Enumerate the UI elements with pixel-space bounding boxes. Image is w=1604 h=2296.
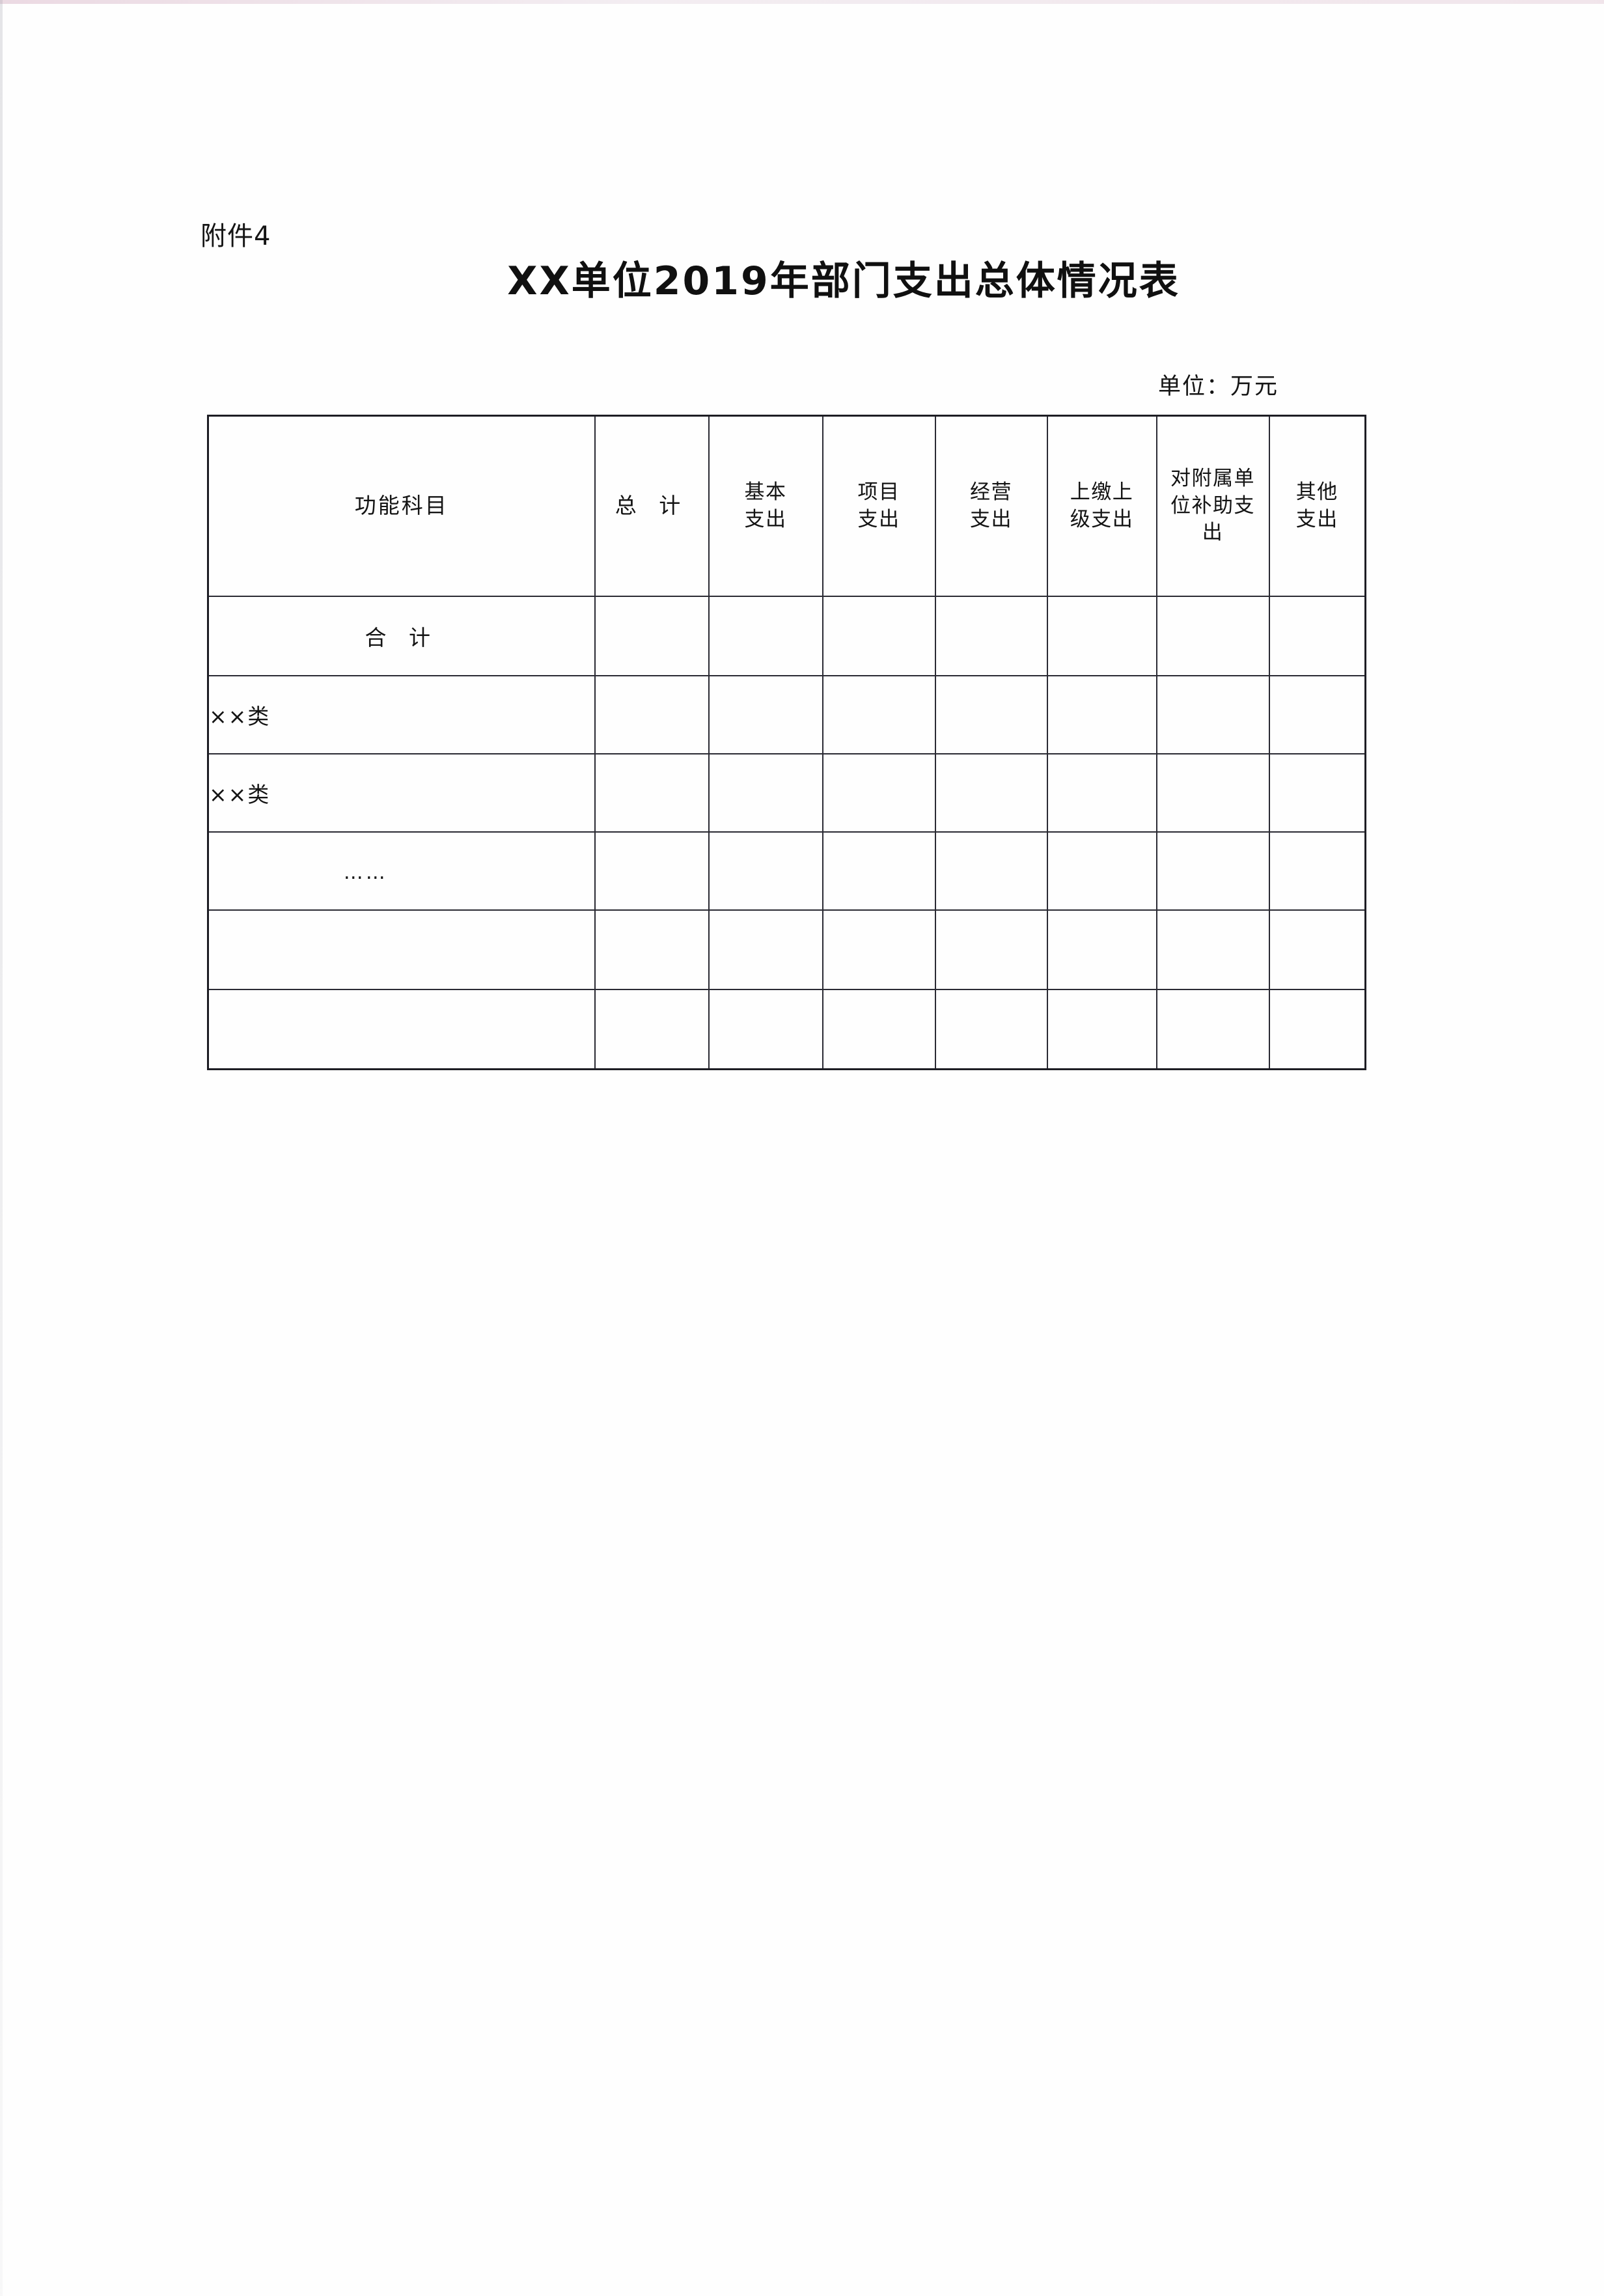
- cell-project[interactable]: [822, 596, 936, 676]
- column-header-operating: 经营 支出: [934, 415, 1048, 597]
- column-header-to-upper: 上缴上 级支出: [1046, 415, 1157, 597]
- cell-total[interactable]: [594, 753, 710, 833]
- column-header-basic-label: 基本 支出: [744, 480, 787, 531]
- cell-project[interactable]: [822, 909, 936, 990]
- cell-basic[interactable]: [708, 596, 823, 676]
- table-row: 合 计: [207, 596, 1366, 676]
- cell-project[interactable]: [822, 675, 936, 754]
- cell-to-upper[interactable]: [1046, 989, 1157, 1070]
- column-header-basic: 基本 支出: [708, 415, 823, 597]
- column-header-subject-label: 功能科目: [354, 493, 449, 519]
- column-header-to-upper-label: 上缴上 级支出: [1070, 480, 1134, 531]
- cell-subsidy[interactable]: [1155, 753, 1270, 833]
- row-label-cell[interactable]: [207, 989, 596, 1070]
- cell-basic[interactable]: [708, 909, 823, 990]
- page-title: XX单位2019年部门支出总体情况表: [507, 258, 1180, 304]
- cell-subsidy[interactable]: [1155, 675, 1270, 754]
- column-header-subsidy-label: 对附属单 位补助支 出: [1170, 467, 1255, 545]
- cell-to-upper[interactable]: [1046, 596, 1157, 676]
- cell-basic[interactable]: [708, 675, 823, 754]
- cell-to-upper[interactable]: [1046, 909, 1157, 990]
- scan-edge-top: [0, 0, 1604, 4]
- table-row: ××类: [207, 675, 1366, 754]
- column-header-other: 其他 支出: [1268, 415, 1366, 597]
- scan-edge-left: [0, 0, 3, 2296]
- cell-subsidy[interactable]: [1155, 831, 1270, 911]
- cell-operating[interactable]: [934, 753, 1048, 833]
- cell-other[interactable]: [1268, 675, 1366, 754]
- cell-operating[interactable]: [934, 831, 1048, 911]
- cell-project[interactable]: [822, 753, 936, 833]
- cell-total[interactable]: [594, 831, 710, 911]
- row-label-cell[interactable]: [207, 909, 596, 990]
- cell-other[interactable]: [1268, 831, 1366, 911]
- cell-operating[interactable]: [934, 909, 1048, 990]
- cell-subsidy[interactable]: [1155, 989, 1270, 1070]
- cell-other[interactable]: [1268, 989, 1366, 1070]
- row-label: ××类: [209, 782, 271, 807]
- cell-subsidy[interactable]: [1155, 596, 1270, 676]
- cell-to-upper[interactable]: [1046, 675, 1157, 754]
- row-label-cell[interactable]: 合 计: [207, 596, 596, 676]
- column-header-subsidy: 对附属单 位补助支 出: [1155, 415, 1270, 597]
- cell-basic[interactable]: [708, 831, 823, 911]
- cell-subsidy[interactable]: [1155, 909, 1270, 990]
- attachment-label: 附件4: [200, 221, 271, 251]
- table-row: [207, 909, 1366, 990]
- row-label-cell[interactable]: ……: [207, 831, 596, 911]
- cell-project[interactable]: [822, 989, 936, 1070]
- table-header-row: 功能科目 总 计 基本 支出 项目 支出 经营 支出 上缴上 级支出: [207, 415, 1366, 597]
- column-header-project: 项目 支出: [822, 415, 936, 597]
- row-label: 合 计: [365, 625, 438, 650]
- column-header-subject: 功能科目: [207, 415, 596, 597]
- cell-total[interactable]: [594, 596, 710, 676]
- cell-other[interactable]: [1268, 753, 1366, 833]
- cell-total[interactable]: [594, 675, 710, 754]
- cell-total[interactable]: [594, 909, 710, 990]
- row-label: ……: [343, 861, 388, 884]
- unit-note: 单位：万元: [1157, 374, 1279, 400]
- row-label-cell[interactable]: ××类: [207, 675, 596, 754]
- column-header-total-label: 总 计: [615, 493, 689, 519]
- cell-other[interactable]: [1268, 909, 1366, 990]
- row-label-cell[interactable]: ××类: [207, 753, 596, 833]
- cell-to-upper[interactable]: [1046, 753, 1157, 833]
- expenditure-table: 功能科目 总 计 基本 支出 项目 支出 经营 支出 上缴上 级支出: [207, 415, 1366, 1070]
- row-label: ××类: [209, 704, 271, 729]
- cell-basic[interactable]: [708, 753, 823, 833]
- column-header-operating-label: 经营 支出: [970, 480, 1012, 531]
- cell-project[interactable]: [822, 831, 936, 911]
- column-header-other-label: 其他 支出: [1295, 480, 1338, 531]
- cell-to-upper[interactable]: [1046, 831, 1157, 911]
- cell-operating[interactable]: [934, 989, 1048, 1070]
- column-header-total: 总 计: [594, 415, 710, 597]
- cell-operating[interactable]: [934, 596, 1048, 676]
- cell-operating[interactable]: [934, 675, 1048, 754]
- cell-total[interactable]: [594, 989, 710, 1070]
- table-row: ……: [207, 831, 1366, 911]
- column-header-project-label: 项目 支出: [857, 480, 900, 531]
- cell-basic[interactable]: [708, 989, 823, 1070]
- table-row: [207, 989, 1366, 1070]
- table-row: ××类: [207, 753, 1366, 833]
- cell-other[interactable]: [1268, 596, 1366, 676]
